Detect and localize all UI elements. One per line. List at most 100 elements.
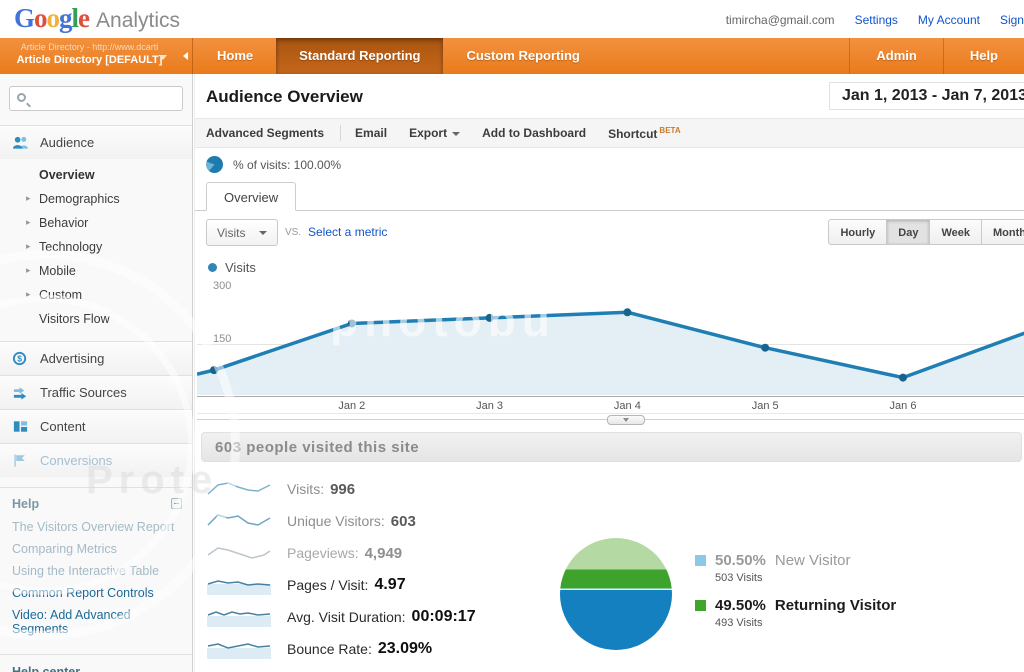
export-button[interactable]: Export <box>409 126 461 140</box>
returning-visitor-swatch-icon <box>695 600 706 611</box>
active-segment-chip[interactable]: % of visits: 100.00% <box>195 148 1024 181</box>
report-tabstrip: Overview <box>195 181 1024 211</box>
sidebar-section-conversions[interactable]: Conversions <box>0 443 192 477</box>
legend-metric-label: Visits <box>225 260 256 275</box>
granularity-day-button[interactable]: Day <box>887 219 931 245</box>
sidebar-item-custom[interactable]: Custom <box>0 283 192 307</box>
user-email: timircha@gmail.com <box>725 13 835 27</box>
sidebar-item-behavior[interactable]: Behavior <box>0 211 192 235</box>
granularity-month-button[interactable]: Month <box>982 219 1024 245</box>
timeline-slider-handle[interactable] <box>607 415 645 425</box>
help-link[interactable]: The Visitors Overview Report <box>12 520 175 534</box>
conversions-flag-icon <box>14 454 25 467</box>
metric-row-avg-visit-duration: Avg. Visit Duration: 00:09:17 <box>206 601 476 633</box>
sidebar-item-visitors-flow[interactable]: Visitors Flow <box>39 312 110 326</box>
nav-tab-custom-reporting[interactable]: Custom Reporting <box>466 48 580 63</box>
email-button[interactable]: Email <box>355 126 388 140</box>
sign-out-link[interactable]: Sign out <box>999 13 1024 27</box>
granularity-buttons: Hourly Day Week Month <box>828 219 1024 245</box>
chart-data-points <box>210 308 907 382</box>
legend-new-visitor: 50.50% New Visitor 503 Visits <box>695 552 896 584</box>
legend-returning-visitor: 49.50% Returning Visitor 493 Visits <box>695 597 896 629</box>
sidebar-collapse-button[interactable] <box>179 38 193 74</box>
page-title: Audience Overview <box>206 87 363 106</box>
granularity-hourly-button[interactable]: Hourly <box>828 219 888 245</box>
nav-tab-admin[interactable]: Admin <box>849 38 942 74</box>
add-to-dashboard-button[interactable]: Add to Dashboard <box>482 126 587 140</box>
date-range-selector[interactable]: Jan 1, 2013 - Jan 7, 2013 <box>828 82 1024 110</box>
account-selector[interactable]: Article Directory - http://www.dcarti Ar… <box>0 38 179 74</box>
nav-tabs: Home Standard Reporting Custom Reporting <box>194 38 603 74</box>
advanced-segments-button[interactable]: Advanced Segments <box>206 126 325 140</box>
nav-tab-home[interactable]: Home <box>217 48 254 63</box>
visitor-type-legend: 50.50% New Visitor 503 Visits 49.50% Ret… <box>695 552 896 629</box>
chevron-down-icon <box>623 418 629 422</box>
sidebar-search-box[interactable] <box>9 86 183 111</box>
sidebar-item-mobile[interactable]: Mobile <box>0 259 192 283</box>
account-url: Article Directory - http://www.dcarti <box>20 42 159 52</box>
visitor-type-pie-chart <box>560 538 672 650</box>
sidebar-section-label: Audience <box>40 135 95 150</box>
traffic-sources-icon <box>13 387 27 400</box>
sidebar-item-overview[interactable]: Overview <box>39 168 95 182</box>
metric-row-pageviews: Pageviews: 4,949 <box>206 537 476 569</box>
main-content: Audience Overview Jan 1, 2013 - Jan 7, 2… <box>194 74 1024 672</box>
content-icon <box>13 421 28 432</box>
sidebar-item-technology[interactable]: Technology <box>0 235 192 259</box>
series-dot-icon <box>208 263 217 272</box>
google-logo: Google <box>14 3 90 33</box>
returning-visitor-visits: 493 Visits <box>715 617 763 629</box>
sidebar-section-audience[interactable]: Audience <box>0 125 192 159</box>
visitors-summary-bar: 603 people visited this site <box>201 432 1022 462</box>
x-axis-tick: Jan 2 <box>338 400 366 412</box>
help-link[interactable]: Video: Add Advanced Segments <box>12 608 131 636</box>
metric-row-visits: Visits: 996 <box>206 473 476 505</box>
tab-overview[interactable]: Overview <box>206 182 297 211</box>
nav-tab-help[interactable]: Help <box>942 38 1024 74</box>
x-axis-line <box>197 396 1024 397</box>
logo-product-name: Analytics <box>96 9 181 32</box>
chart-legend: Visits <box>208 260 256 275</box>
collapse-help-icon[interactable] <box>171 498 182 509</box>
metric-row-partial <box>206 665 476 672</box>
segment-pie-icon <box>206 156 223 173</box>
shortcut-button[interactable]: Shortcut BETA <box>608 125 681 141</box>
y-axis-tick: 300 <box>213 280 232 292</box>
chevron-down-icon <box>452 131 461 136</box>
my-account-link[interactable]: My Account <box>917 13 980 27</box>
sidebar-search-input[interactable] <box>32 89 178 108</box>
help-link[interactable]: Using the Interactive Table <box>12 564 160 578</box>
sidebar-section-traffic-sources[interactable]: Traffic Sources <box>0 375 192 409</box>
metric-dropdown[interactable]: Visits <box>206 219 279 246</box>
sparkline <box>207 611 271 627</box>
help-link[interactable]: Common Report Controls <box>12 586 154 600</box>
sparkline <box>207 514 271 526</box>
visits-line-chart: 300 150 <box>197 280 1024 397</box>
settings-link[interactable]: Settings <box>854 13 898 27</box>
help-title: Help <box>0 488 192 516</box>
granularity-week-button[interactable]: Week <box>930 219 983 245</box>
nav-tab-standard-reporting[interactable]: Standard Reporting <box>276 38 444 74</box>
x-axis-tick: Jan 6 <box>889 400 917 412</box>
x-axis-tick: Jan 4 <box>613 400 641 412</box>
advertising-icon: $ <box>12 351 27 366</box>
new-visitor-swatch-icon <box>695 555 706 566</box>
sidebar: Audience Overview Demographics Behavior … <box>0 74 193 672</box>
account-name: Article Directory [DEFAULT] <box>16 54 163 66</box>
sidebar-section-label: Traffic Sources <box>40 385 127 400</box>
x-axis-tick: Jan 5 <box>751 400 779 412</box>
chart-canvas <box>197 308 1024 395</box>
sidebar-section-content[interactable]: Content <box>0 409 192 443</box>
select-a-metric-link[interactable]: Select a metric <box>308 225 388 239</box>
sidebar-section-advertising[interactable]: $ Advertising <box>0 341 192 375</box>
sparkline <box>207 643 271 659</box>
help-link[interactable]: Comparing Metrics <box>12 542 117 556</box>
new-visitor-visits: 503 Visits <box>715 572 763 584</box>
toolbar-divider <box>340 125 342 141</box>
beta-badge: BETA <box>659 125 681 135</box>
sidebar-item-demographics[interactable]: Demographics <box>0 187 192 211</box>
main-nav-bar: Article Directory - http://www.dcarti Ar… <box>0 38 1024 74</box>
search-icon <box>17 93 26 102</box>
sidebar-section-label: Advertising <box>40 351 105 366</box>
segment-label: % of visits: 100.00% <box>233 157 342 172</box>
